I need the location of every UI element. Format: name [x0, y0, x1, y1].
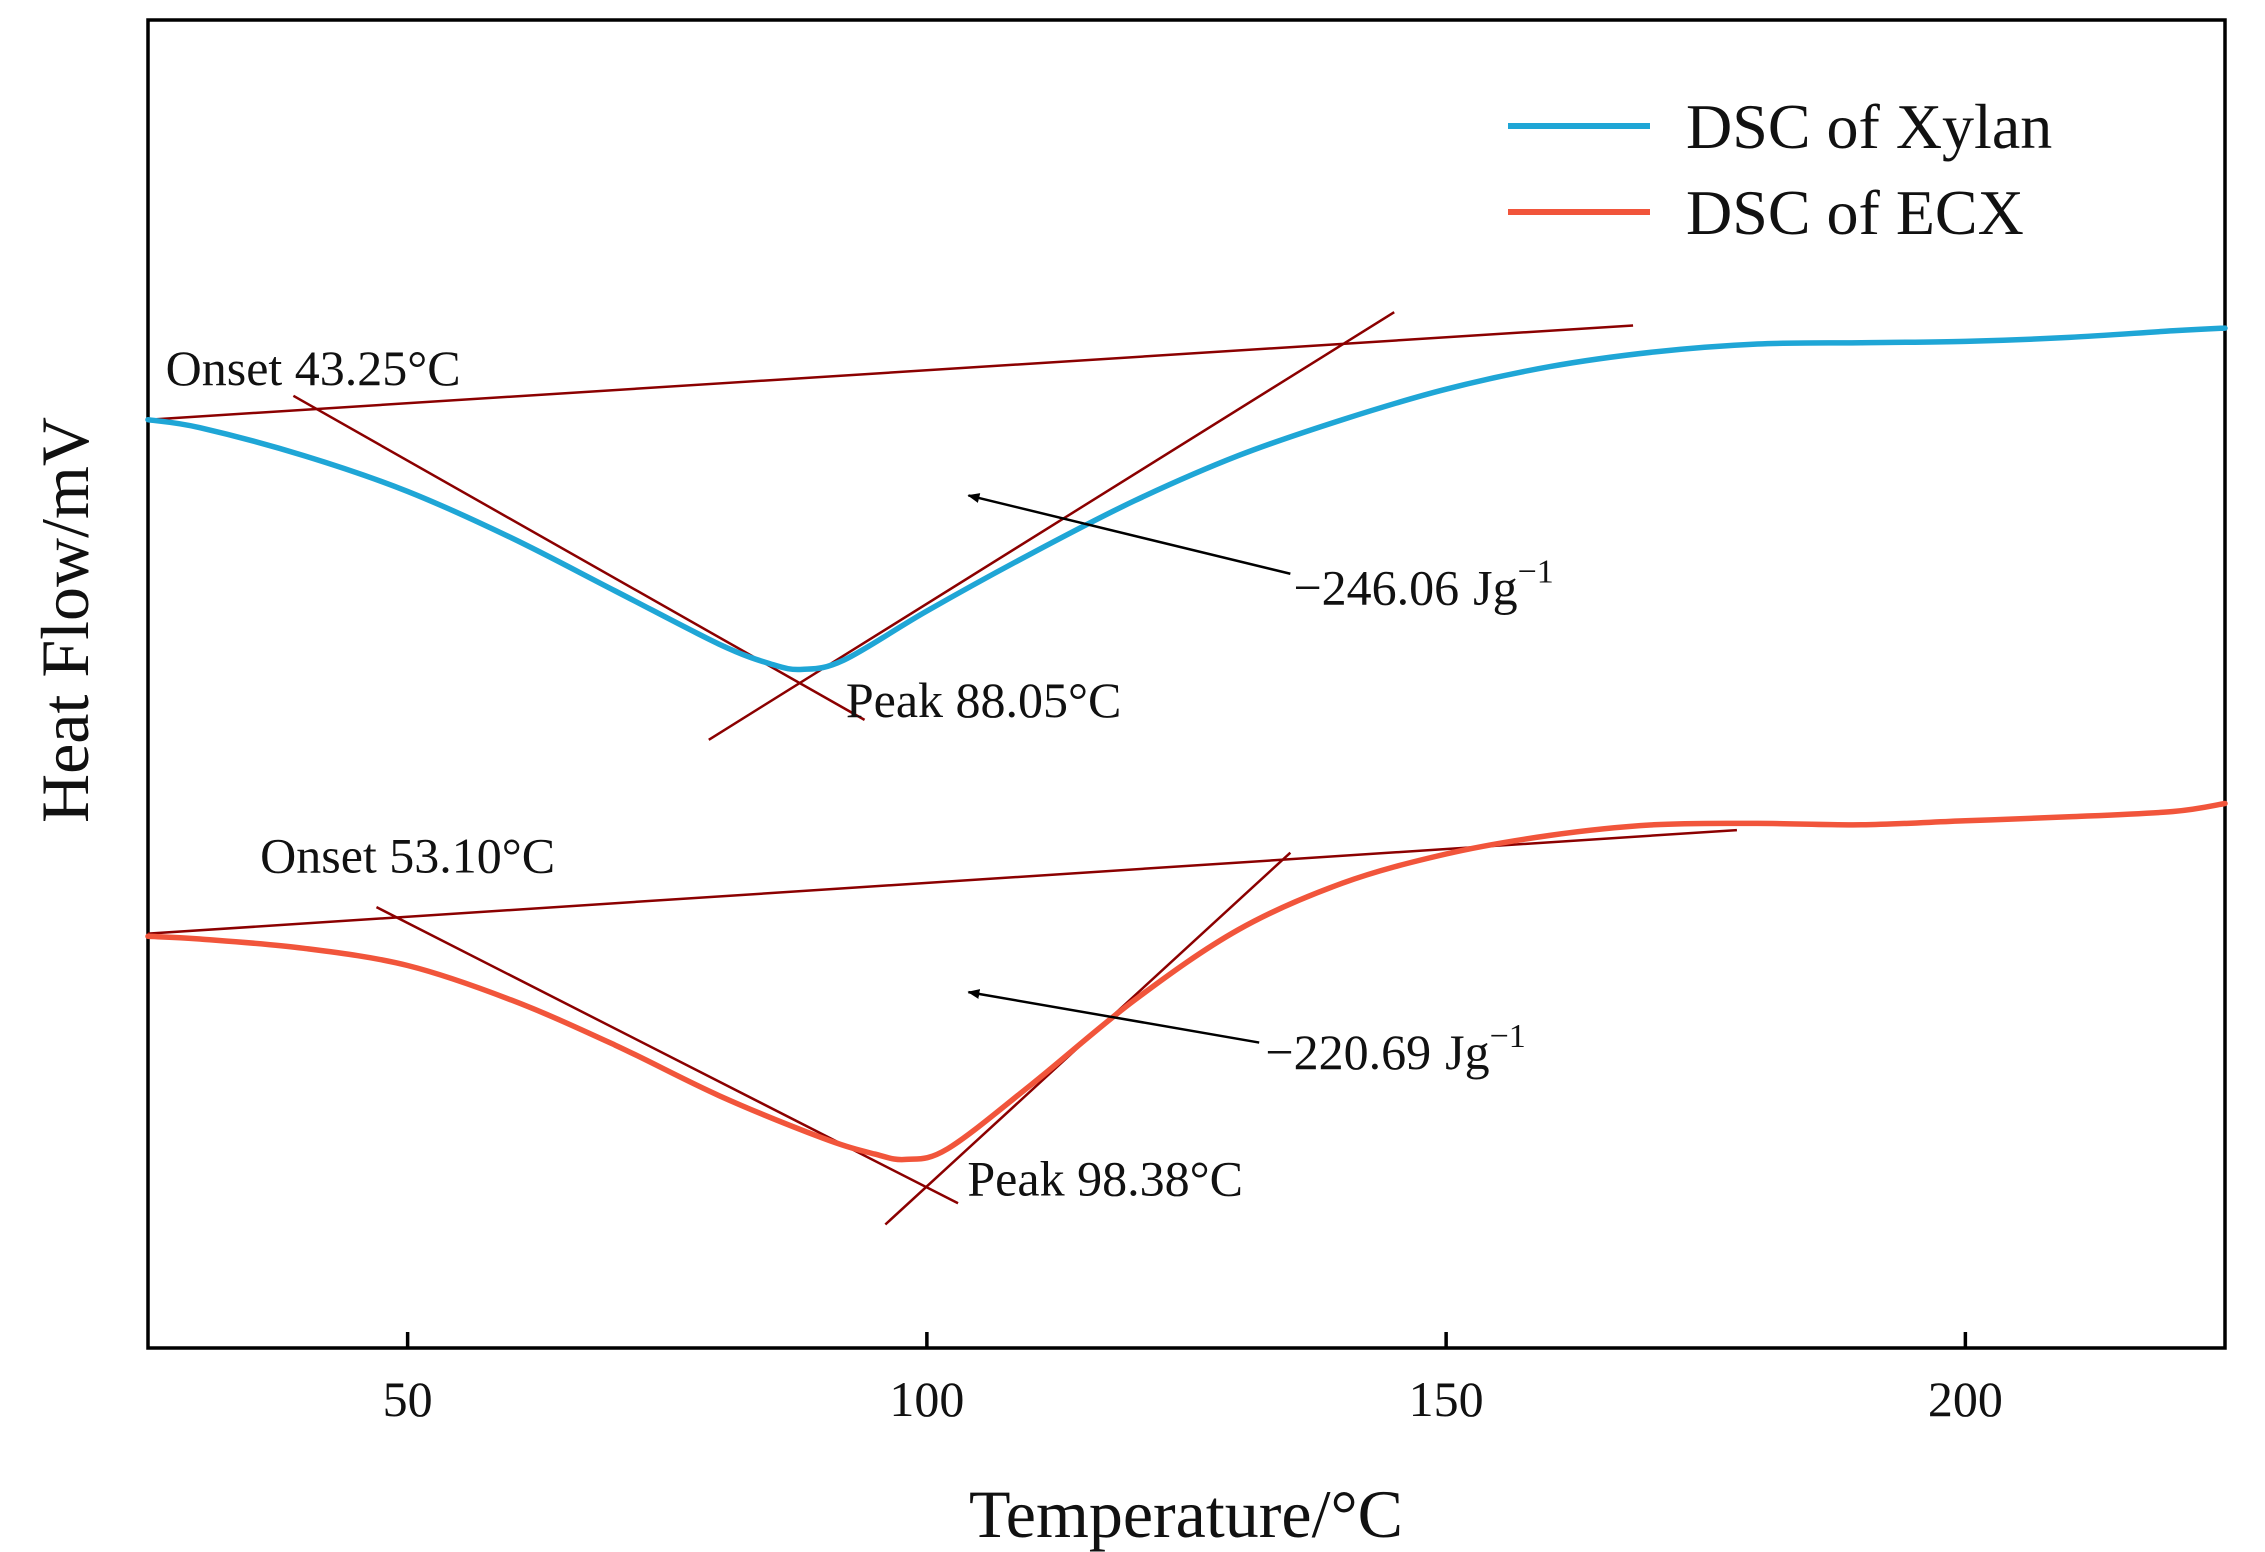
series-xylan-line	[145, 325, 2228, 673]
xylan-enthalpy-value: −246.06	[1293, 559, 1459, 615]
xylan-enthalpy-arrow	[967, 493, 1291, 575]
ecx-enthalpy-label: −220.69 Jg−1	[1265, 1018, 1525, 1080]
ecx-enthalpy-unit: Jg	[1445, 1024, 1489, 1080]
ecx-enthalpy-value: −220.69	[1265, 1024, 1431, 1080]
plot-frame	[146, 18, 2227, 1350]
xylan-peak-label: Peak 88.05°C	[846, 672, 1122, 728]
legend: DSC of Xylan DSC of ECX	[1508, 91, 2052, 248]
ecx-peak-label: Peak 98.38°C	[967, 1150, 1243, 1206]
xylan-enthalpy-label: −246.06 Jg−1	[1293, 553, 1553, 615]
xylan-enthalpy-exponent: −1	[1518, 553, 1554, 590]
xylan-onset-label: Onset 43.25°C	[166, 340, 461, 396]
y-axis-title: Heat Flow/mV	[27, 417, 103, 823]
ecx-enthalpy-exponent: −1	[1490, 1018, 1526, 1055]
x-tick-label: 50	[383, 1371, 433, 1427]
legend-label: DSC of ECX	[1686, 177, 2024, 248]
x-tick-label: 150	[1409, 1371, 1484, 1427]
x-tick-label: 100	[889, 1371, 964, 1427]
ecx-enthalpy-arrow	[967, 989, 1260, 1044]
ecx-onset-label: Onset 53.10°C	[260, 828, 555, 884]
xylan-onset-tangent-line	[292, 394, 866, 721]
legend-label: DSC of Xylan	[1686, 91, 2052, 162]
xylan-enthalpy-unit: Jg	[1473, 559, 1517, 615]
x-tick-label: 200	[1928, 1371, 2003, 1427]
series-ecx-line	[145, 800, 2228, 1163]
x-axis-title: Temperature/°C	[969, 1476, 1403, 1552]
xylan-baseline-line	[147, 324, 1634, 421]
ecx-onset-tangent-line	[375, 905, 959, 1205]
